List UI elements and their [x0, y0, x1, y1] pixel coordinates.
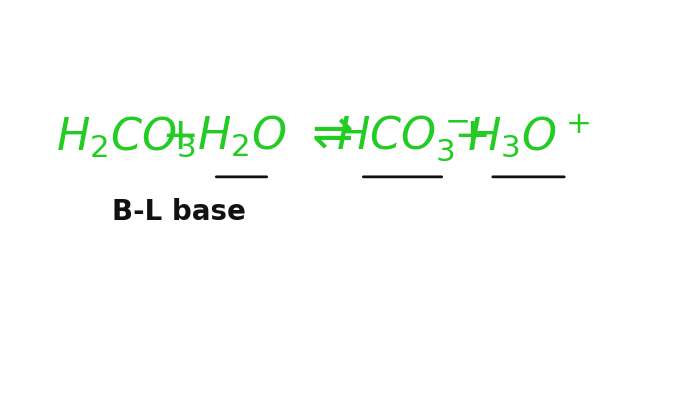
Text: $H_2O$: $H_2O$: [197, 113, 286, 158]
Text: $H_2CO_3$: $H_2CO_3$: [56, 114, 196, 158]
Text: $H_3O^+$: $H_3O^+$: [467, 112, 590, 158]
Text: $+$: $+$: [161, 115, 196, 158]
Text: $HCO_3^-$: $HCO_3^-$: [335, 114, 470, 163]
Text: $+$: $+$: [453, 115, 488, 158]
Text: B-L base: B-L base: [111, 198, 246, 226]
Text: $\rightleftharpoons$: $\rightleftharpoons$: [302, 111, 354, 159]
